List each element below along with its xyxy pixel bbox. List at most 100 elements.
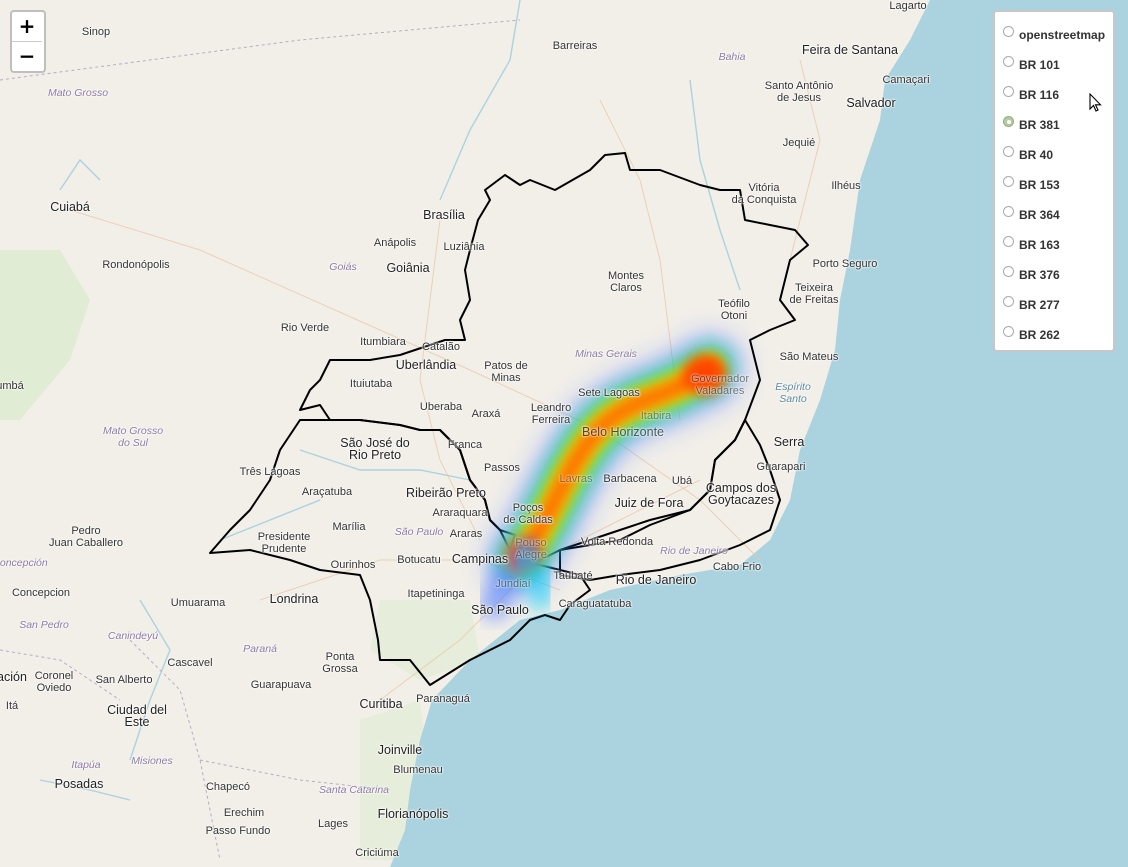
city-label: Sinop [81,26,111,38]
layer-label: BR 116 [1019,88,1060,102]
layer-label: BR 376 [1019,268,1060,282]
layer-option[interactable]: openstreetmap [1003,22,1113,52]
city-label: Lages [318,818,348,830]
state-label: Canindeyú [107,630,159,642]
city-label: Cascavel [167,657,213,669]
layer-option[interactable]: BR 116 [1003,82,1113,112]
city-label: Feira de Santana [802,43,898,57]
zoom-in-button[interactable]: + [18,14,36,38]
layer-label: BR 262 [1019,328,1060,342]
city-label: Governador Valadares [690,373,750,397]
layer-radio[interactable] [1003,26,1014,37]
city-label: Posadas [54,777,104,791]
layer-option[interactable]: BR 376 [1003,262,1113,292]
city-label: Taubaté [553,570,593,582]
layer-label: BR 381 [1019,118,1060,132]
mouse-cursor-icon [1089,93,1102,112]
layer-option[interactable]: BR 262 [1003,322,1113,352]
layer-radio[interactable] [1003,266,1014,277]
state-label: Minas Gerais [575,348,637,360]
city-label: Lagarto [889,0,927,12]
city-label: Caraguatatuba [558,598,632,610]
layer-option[interactable]: BR 153 [1003,172,1113,202]
city-label: Pouso Alegre [515,537,547,561]
layer-option[interactable]: BR 277 [1003,292,1113,322]
layer-option[interactable]: BR 163 [1003,232,1113,262]
layer-option[interactable]: BR 101 [1003,52,1113,82]
layer-option[interactable]: BR 381 [1003,112,1113,142]
heatmap-br381 [480,337,740,620]
layer-label: BR 364 [1019,208,1060,222]
city-label: Coronel Oviedo [34,670,74,694]
city-label: Lavras [559,473,593,485]
city-label: Santo Antônio de Jesus [764,80,834,104]
layer-radio[interactable] [1003,86,1014,97]
city-label: Anápolis [373,237,417,249]
city-label: Serra [773,435,805,449]
city-label: Vitória da Conquista [731,182,797,206]
green-area [0,250,90,420]
city-label: Campos dos Goytacazes [705,481,777,507]
city-label: Itá [5,700,19,712]
layer-option[interactable]: BR 40 [1003,142,1113,172]
city-label: Juiz de Fora [614,496,684,510]
layer-label: BR 277 [1019,298,1060,312]
city-label: Volta Redonda [580,536,654,548]
city-label: Guarapuava [250,679,312,691]
layer-switcher: openstreetmap BR 101 BR 116 BR 381 BR 40 BR 1… [993,10,1115,352]
layer-option[interactable]: BR 364 [1003,202,1113,232]
city-label: Ubá [671,475,693,487]
city-label: Catalão [422,341,460,353]
layer-radio[interactable] [1003,56,1014,67]
city-label: Araxá [471,408,501,420]
layer-radio[interactable] [1003,116,1014,127]
state-label: Concepción [0,557,48,569]
city-label: Uberlândia [395,358,457,372]
state-label: Espírito Santo [775,381,811,405]
state-label: Rio de Janeiro [660,545,728,557]
city-label: Montes Claros [607,270,645,294]
city-label: Ituiutaba [349,378,393,390]
state-label: Bahia [718,51,746,63]
city-label: Rio Verde [280,322,330,334]
city-label: Curitiba [359,697,403,711]
city-label: Belo Horizonte [582,425,664,439]
zoom-control: + − [10,10,46,73]
city-label: Goiânia [386,261,430,275]
city-label: Patos de Minas [484,360,528,384]
layer-radio[interactable] [1003,206,1014,217]
city-label: Florianópolis [377,807,449,821]
city-label: Uberaba [419,401,463,413]
city-label: Presidente Prudente [257,531,311,555]
zoom-out-button[interactable]: − [12,41,42,71]
city-label: Luziânia [443,241,485,253]
state-label: San Pedro [19,619,69,631]
city-label: Erechim [223,807,265,819]
city-label: Criciúma [355,847,399,859]
layer-radio[interactable] [1003,176,1014,187]
layer-radio[interactable] [1003,146,1014,157]
city-label: umbá [0,380,24,392]
state-label: Goiás [329,261,357,273]
layer-label: BR 101 [1019,58,1060,72]
layer-label: BR 153 [1019,178,1060,192]
city-label: São Mateus [779,351,839,363]
city-label: Botucatu [397,554,441,566]
city-label: Araçatuba [301,486,353,498]
layer-radio[interactable] [1003,296,1014,307]
city-label: Itapetininga [407,588,465,600]
layer-radio[interactable] [1003,326,1014,337]
city-label: Teixeira de Freitas [789,282,839,306]
layer-radio[interactable] [1003,236,1014,247]
city-label: Londrina [269,592,319,606]
state-borders [0,19,521,861]
city-label: Porto Seguro [812,258,878,270]
city-label: Joinville [377,743,423,757]
city-label: Cabo Frio [712,561,762,573]
city-label: Camaçari [882,74,930,86]
city-label: Pedro Juan Caballero [49,525,123,549]
state-label: São Paulo [394,526,444,538]
city-label: Três Lagoas [239,466,301,478]
